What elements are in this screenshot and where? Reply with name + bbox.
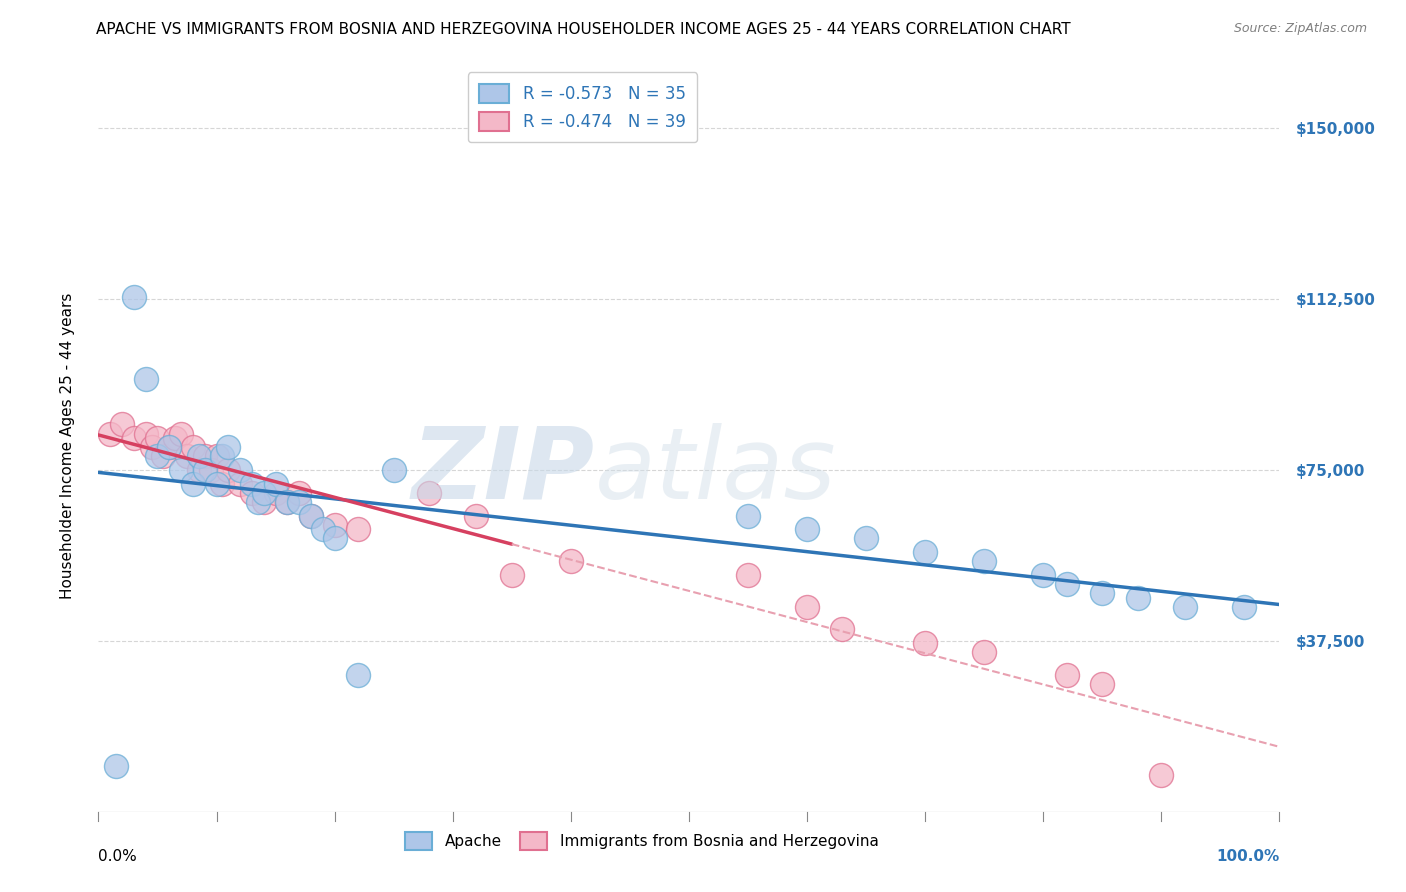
Point <box>217 463 239 477</box>
Point <box>264 485 287 500</box>
Point <box>973 645 995 659</box>
Point <box>1091 677 1114 691</box>
Point <box>855 532 877 546</box>
Point <box>323 532 346 546</box>
Point <box>98 426 121 441</box>
Point <box>146 431 169 445</box>
Point <box>246 495 269 509</box>
Text: atlas: atlas <box>595 423 837 520</box>
Point <box>141 440 163 454</box>
Point <box>737 567 759 582</box>
Point <box>347 522 370 536</box>
Point <box>181 440 204 454</box>
Point <box>205 476 228 491</box>
Point <box>276 495 298 509</box>
Legend: Apache, Immigrants from Bosnia and Herzegovina: Apache, Immigrants from Bosnia and Herze… <box>399 826 884 856</box>
Point <box>240 476 263 491</box>
Point <box>299 508 322 523</box>
Point <box>323 517 346 532</box>
Point <box>914 545 936 559</box>
Point <box>152 450 174 464</box>
Point <box>157 440 180 454</box>
Point <box>1091 586 1114 600</box>
Text: 100.0%: 100.0% <box>1216 849 1279 863</box>
Point <box>973 554 995 568</box>
Point <box>418 485 440 500</box>
Point <box>1126 591 1149 605</box>
Text: 0.0%: 0.0% <box>98 849 138 863</box>
Point <box>146 450 169 464</box>
Point <box>170 426 193 441</box>
Point <box>796 599 818 614</box>
Point <box>135 372 157 386</box>
Text: APACHE VS IMMIGRANTS FROM BOSNIA AND HERZEGOVINA HOUSEHOLDER INCOME AGES 25 - 44: APACHE VS IMMIGRANTS FROM BOSNIA AND HER… <box>96 22 1071 37</box>
Point <box>194 450 217 464</box>
Point <box>194 463 217 477</box>
Point <box>200 463 222 477</box>
Point <box>135 426 157 441</box>
Point <box>288 495 311 509</box>
Point <box>288 485 311 500</box>
Point <box>1150 768 1173 782</box>
Text: ZIP: ZIP <box>412 423 595 520</box>
Point <box>122 431 145 445</box>
Point <box>229 476 252 491</box>
Point <box>176 450 198 464</box>
Point <box>382 463 405 477</box>
Point <box>312 522 335 536</box>
Point <box>240 485 263 500</box>
Point <box>796 522 818 536</box>
Point <box>111 417 134 432</box>
Point <box>1233 599 1256 614</box>
Point <box>914 636 936 650</box>
Point <box>737 508 759 523</box>
Point <box>465 508 488 523</box>
Point <box>276 495 298 509</box>
Point <box>170 463 193 477</box>
Point <box>217 440 239 454</box>
Point <box>187 463 209 477</box>
Point <box>181 476 204 491</box>
Point <box>501 567 523 582</box>
Point <box>831 623 853 637</box>
Point <box>253 485 276 500</box>
Point <box>264 476 287 491</box>
Point <box>187 450 209 464</box>
Point <box>560 554 582 568</box>
Point <box>299 508 322 523</box>
Point <box>229 463 252 477</box>
Point <box>211 450 233 464</box>
Point <box>1174 599 1197 614</box>
Point <box>122 290 145 304</box>
Text: Source: ZipAtlas.com: Source: ZipAtlas.com <box>1233 22 1367 36</box>
Point <box>1056 577 1078 591</box>
Point <box>165 431 187 445</box>
Point <box>205 450 228 464</box>
Point <box>1032 567 1054 582</box>
Point <box>211 476 233 491</box>
Point <box>105 759 128 773</box>
Text: Householder Income Ages 25 - 44 years: Householder Income Ages 25 - 44 years <box>60 293 75 599</box>
Point <box>253 495 276 509</box>
Point <box>347 668 370 682</box>
Point <box>1056 668 1078 682</box>
Point <box>157 440 180 454</box>
